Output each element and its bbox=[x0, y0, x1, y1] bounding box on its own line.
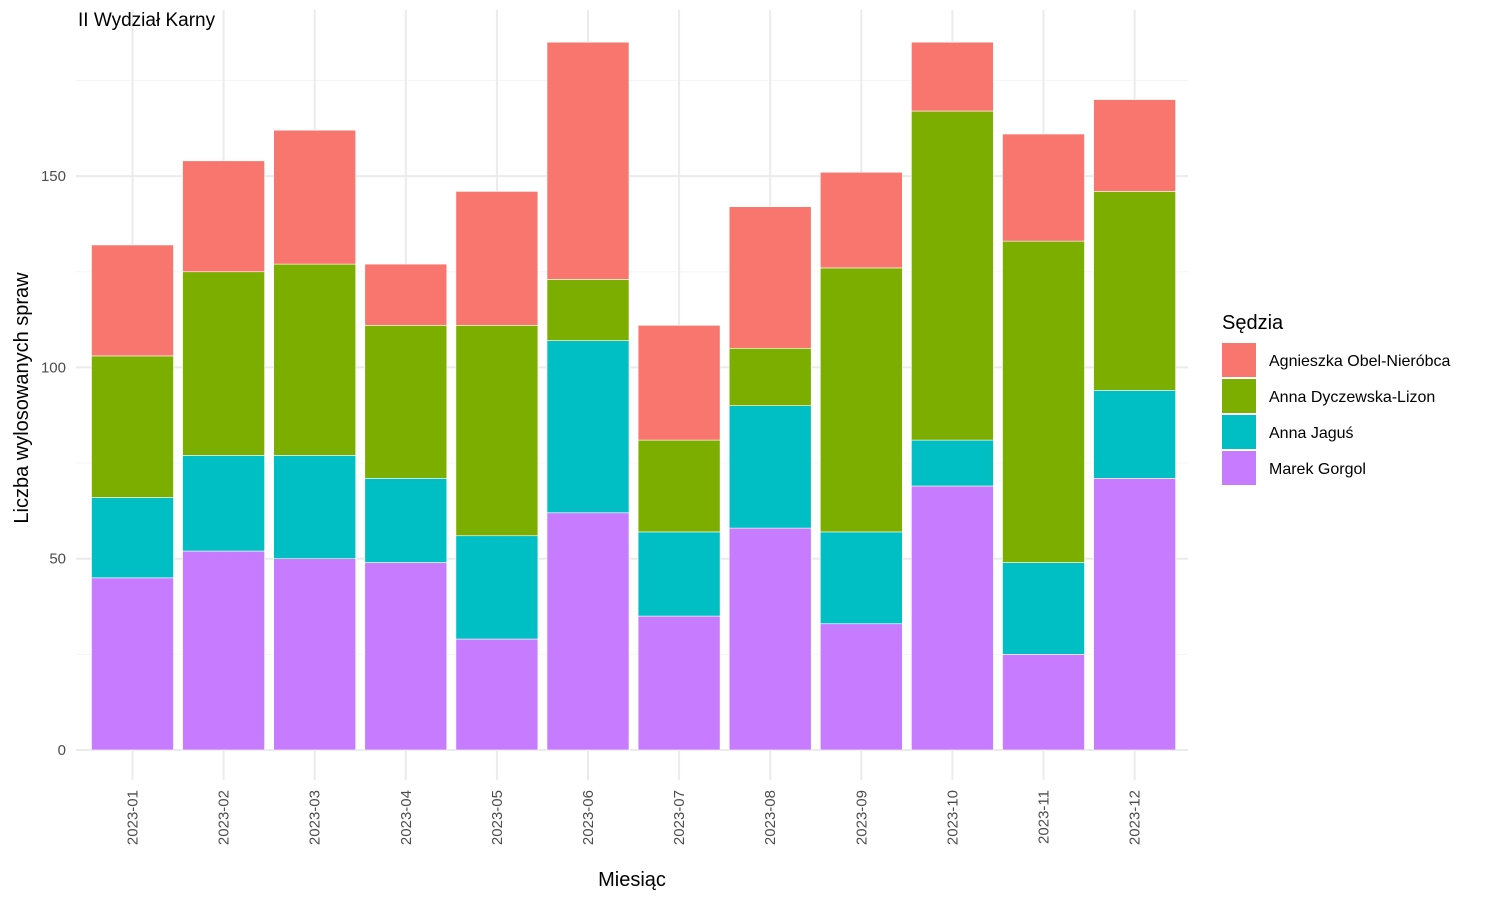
bar-segment bbox=[819, 171, 903, 269]
y-tick-label: 150 bbox=[41, 168, 66, 185]
chart-title: II Wydział Karny bbox=[78, 10, 216, 31]
bar-segment bbox=[819, 531, 903, 625]
legend: Sędzia Agnieszka Obel-Nieróbca Anna Dycze… bbox=[1222, 312, 1451, 485]
bar-segment bbox=[91, 497, 174, 579]
bar-segment bbox=[546, 340, 630, 514]
x-tick-label: 2023-12 bbox=[1127, 790, 1144, 845]
bar-segment bbox=[728, 527, 812, 751]
bar-segment bbox=[273, 129, 357, 265]
bar-segment bbox=[911, 439, 994, 487]
legend-label: Anna Jaguś bbox=[1269, 425, 1354, 442]
bar-segment bbox=[364, 325, 448, 479]
x-tick-label: 2023-08 bbox=[762, 790, 779, 845]
y-axis-title: Liczba wylosowanych spraw bbox=[11, 272, 33, 524]
bar-segment bbox=[455, 638, 539, 751]
bar-segment bbox=[728, 206, 812, 349]
bar-segment bbox=[1093, 99, 1176, 192]
x-tick-label: 2023-04 bbox=[398, 790, 415, 845]
bar-segment bbox=[364, 562, 448, 751]
bars bbox=[91, 41, 1176, 751]
bar-segment bbox=[819, 623, 903, 751]
bar-segment bbox=[364, 478, 448, 563]
bar-segment bbox=[1002, 654, 1085, 751]
bar-segment bbox=[364, 263, 448, 326]
bar-segment bbox=[546, 41, 630, 280]
bar-segment bbox=[637, 325, 721, 441]
x-tick-label: 2023-03 bbox=[307, 790, 324, 845]
x-tick-label: 2023-06 bbox=[580, 790, 597, 845]
x-tick-label: 2023-10 bbox=[944, 790, 961, 845]
legend-swatch bbox=[1222, 415, 1256, 449]
bar-segment bbox=[637, 439, 721, 533]
bar-segment bbox=[182, 455, 265, 552]
x-tick-label: 2023-11 bbox=[1036, 790, 1053, 844]
bar-segment bbox=[911, 485, 994, 751]
bar-segment bbox=[1002, 133, 1085, 242]
legend-label: Anna Dyczewska-Lizon bbox=[1269, 389, 1435, 406]
legend-label: Agnieszka Obel-Nieróbca bbox=[1269, 353, 1451, 370]
bar-segment bbox=[546, 512, 630, 751]
legend-item: Agnieszka Obel-Nieróbca bbox=[1222, 343, 1451, 377]
bar-segment bbox=[1093, 478, 1176, 751]
bar-segment bbox=[91, 355, 174, 498]
x-tick-label: 2023-09 bbox=[853, 790, 870, 845]
bar-segment bbox=[182, 271, 265, 456]
legend-swatch bbox=[1222, 379, 1256, 413]
bar-segment bbox=[911, 110, 994, 441]
legend-item: Anna Dyczewska-Lizon bbox=[1222, 379, 1435, 413]
x-axis-ticks: 2023-01 2023-02 2023-03 2023-04 2023-05 2023-… bbox=[125, 790, 1144, 845]
bar-segment bbox=[455, 535, 539, 640]
bar-segment bbox=[1093, 390, 1176, 479]
legend-swatch bbox=[1222, 451, 1256, 485]
bar-segment bbox=[455, 191, 539, 326]
y-tick-label: 100 bbox=[41, 359, 66, 376]
bar-segment bbox=[819, 267, 903, 533]
y-tick-label: 0 bbox=[58, 742, 66, 759]
bar-segment bbox=[637, 531, 721, 617]
bar-segment bbox=[273, 558, 357, 751]
legend-label: Marek Gorgol bbox=[1269, 461, 1366, 478]
bar-segment bbox=[546, 279, 630, 341]
legend-title: Sędzia bbox=[1222, 312, 1284, 334]
x-tick-label: 2023-07 bbox=[671, 790, 688, 845]
bar-segment bbox=[637, 615, 721, 751]
bar-segment bbox=[182, 550, 265, 751]
bar-segment bbox=[455, 325, 539, 537]
bar-segment bbox=[91, 577, 174, 751]
bar-segment bbox=[1002, 562, 1085, 655]
bar-segment bbox=[273, 455, 357, 560]
y-tick-label: 50 bbox=[49, 551, 66, 568]
x-tick-label: 2023-01 bbox=[125, 790, 142, 845]
bar-segment bbox=[182, 160, 265, 273]
bar-segment bbox=[1002, 240, 1085, 563]
bar-segment bbox=[91, 244, 174, 357]
legend-item: Marek Gorgol bbox=[1222, 451, 1366, 485]
y-axis-ticks: 0 50 100 150 bbox=[41, 168, 66, 759]
legend-swatch bbox=[1222, 343, 1256, 377]
bar-segment bbox=[728, 405, 812, 529]
bar-segment bbox=[1093, 191, 1176, 391]
x-axis-title: Miesiąc bbox=[598, 869, 666, 891]
bar-segment bbox=[728, 347, 812, 406]
x-tick-label: 2023-05 bbox=[489, 790, 506, 845]
bar-segment bbox=[911, 41, 994, 112]
x-tick-label: 2023-02 bbox=[216, 790, 233, 845]
bar-segment bbox=[273, 263, 357, 456]
legend-item: Anna Jaguś bbox=[1222, 415, 1354, 449]
